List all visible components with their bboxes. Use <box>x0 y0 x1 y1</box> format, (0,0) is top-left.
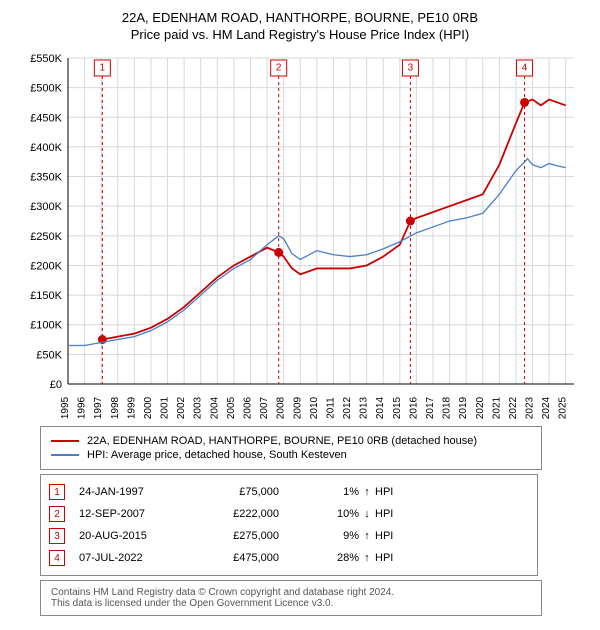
event-row: 2 12-SEP-2007£222,00010%↓HPI <box>49 503 529 525</box>
event-marker: 3 <box>49 528 65 544</box>
svg-text:2020: 2020 <box>475 396 486 419</box>
svg-text:2018: 2018 <box>442 396 453 419</box>
svg-text:4: 4 <box>522 63 528 74</box>
svg-text:1996: 1996 <box>77 396 88 419</box>
event-row: 4 07-JUL-2022£475,00028%↑HPI <box>49 547 529 569</box>
svg-text:2003: 2003 <box>193 396 204 419</box>
event-pct: 10% <box>279 508 359 520</box>
svg-text:£350K: £350K <box>30 172 62 184</box>
chart-title: 22A, EDENHAM ROAD, HANTHORPE, BOURNE, PE… <box>10 10 590 42</box>
svg-text:£300K: £300K <box>30 201 62 213</box>
svg-text:2015: 2015 <box>392 396 403 419</box>
svg-text:£150K: £150K <box>30 290 62 302</box>
svg-text:2014: 2014 <box>375 396 386 419</box>
chart-area: £0 £50K £100K £150K £200K £250K £300K £350K £400… <box>20 50 580 420</box>
event-pct: 28% <box>279 552 359 564</box>
event-marker: 2 <box>49 506 65 522</box>
svg-text:2005: 2005 <box>226 396 237 419</box>
events-table: 124-JAN-1997£75,0001%↑HPI212-SEP-2007£22… <box>40 474 538 576</box>
svg-text:2: 2 <box>276 63 282 74</box>
event-row: 1 24-JAN-1997£75,0001%↑HPI <box>49 481 529 503</box>
legend-swatch <box>51 454 79 456</box>
svg-text:£200K: £200K <box>30 260 62 272</box>
event-pct: 9% <box>279 530 359 542</box>
svg-text:£500K: £500K <box>30 83 62 95</box>
event-suffix: HPI <box>375 530 415 542</box>
event-pct: 1% <box>279 486 359 498</box>
svg-text:2007: 2007 <box>259 396 270 419</box>
svg-text:£450K: £450K <box>30 112 62 124</box>
event-arrow-icon: ↓ <box>359 508 375 520</box>
svg-text:2013: 2013 <box>359 396 370 419</box>
svg-text:£550K: £550K <box>30 53 62 65</box>
event-suffix: HPI <box>375 508 415 520</box>
event-price: £475,000 <box>189 552 279 564</box>
svg-text:£50K: £50K <box>36 349 62 361</box>
event-arrow-icon: ↑ <box>359 486 375 498</box>
svg-text:1997: 1997 <box>93 396 104 419</box>
event-date: 20-AUG-2015 <box>79 530 189 542</box>
svg-text:£400K: £400K <box>30 142 62 154</box>
svg-text:2024: 2024 <box>541 396 552 419</box>
event-date: 07-JUL-2022 <box>79 552 189 564</box>
footer-attribution: Contains HM Land Registry data © Crown c… <box>40 580 542 616</box>
svg-text:2016: 2016 <box>408 396 419 419</box>
svg-text:£250K: £250K <box>30 231 62 243</box>
svg-text:2001: 2001 <box>160 396 171 419</box>
svg-text:2009: 2009 <box>292 396 303 419</box>
legend-label: 22A, EDENHAM ROAD, HANTHORPE, BOURNE, PE… <box>87 435 477 447</box>
title-line2: Price paid vs. HM Land Registry's House … <box>10 27 590 42</box>
svg-text:1995: 1995 <box>60 396 71 419</box>
legend-row: 22A, EDENHAM ROAD, HANTHORPE, BOURNE, PE… <box>51 435 531 447</box>
footer-line2: This data is licensed under the Open Gov… <box>51 598 531 609</box>
event-price: £275,000 <box>189 530 279 542</box>
event-price: £75,000 <box>189 486 279 498</box>
legend-label: HPI: Average price, detached house, Sout… <box>87 449 347 461</box>
event-date: 24-JAN-1997 <box>79 486 189 498</box>
svg-text:1999: 1999 <box>126 396 137 419</box>
legend-swatch <box>51 440 79 442</box>
svg-text:2023: 2023 <box>525 396 536 419</box>
svg-text:2025: 2025 <box>558 396 569 419</box>
event-row: 3 20-AUG-2015£275,0009%↑HPI <box>49 525 529 547</box>
event-suffix: HPI <box>375 486 415 498</box>
svg-text:2004: 2004 <box>209 396 220 419</box>
event-marker: 4 <box>49 550 65 566</box>
svg-text:2000: 2000 <box>143 396 154 419</box>
event-arrow-icon: ↑ <box>359 530 375 542</box>
svg-text:1998: 1998 <box>110 396 121 419</box>
svg-text:2010: 2010 <box>309 396 320 419</box>
legend-row: HPI: Average price, detached house, Sout… <box>51 449 531 461</box>
event-marker: 1 <box>49 484 65 500</box>
line-chart: £0 £50K £100K £150K £200K £250K £300K £350K £400… <box>20 50 580 420</box>
svg-text:2021: 2021 <box>491 396 502 419</box>
svg-text:2017: 2017 <box>425 396 436 419</box>
svg-text:3: 3 <box>408 63 414 74</box>
footer-line1: Contains HM Land Registry data © Crown c… <box>51 587 531 598</box>
svg-text:£100K: £100K <box>30 320 62 332</box>
svg-text:2006: 2006 <box>242 396 253 419</box>
event-arrow-icon: ↑ <box>359 552 375 564</box>
svg-text:2011: 2011 <box>325 397 336 419</box>
svg-text:2022: 2022 <box>508 396 519 419</box>
event-date: 12-SEP-2007 <box>79 508 189 520</box>
svg-text:1: 1 <box>100 63 106 74</box>
svg-text:2019: 2019 <box>458 396 469 419</box>
title-line1: 22A, EDENHAM ROAD, HANTHORPE, BOURNE, PE… <box>10 10 590 25</box>
svg-text:2012: 2012 <box>342 396 353 419</box>
svg-text:2008: 2008 <box>276 396 287 419</box>
svg-text:2002: 2002 <box>176 396 187 419</box>
legend: 22A, EDENHAM ROAD, HANTHORPE, BOURNE, PE… <box>40 426 542 470</box>
svg-text:£0: £0 <box>50 379 62 391</box>
event-price: £222,000 <box>189 508 279 520</box>
event-suffix: HPI <box>375 552 415 564</box>
